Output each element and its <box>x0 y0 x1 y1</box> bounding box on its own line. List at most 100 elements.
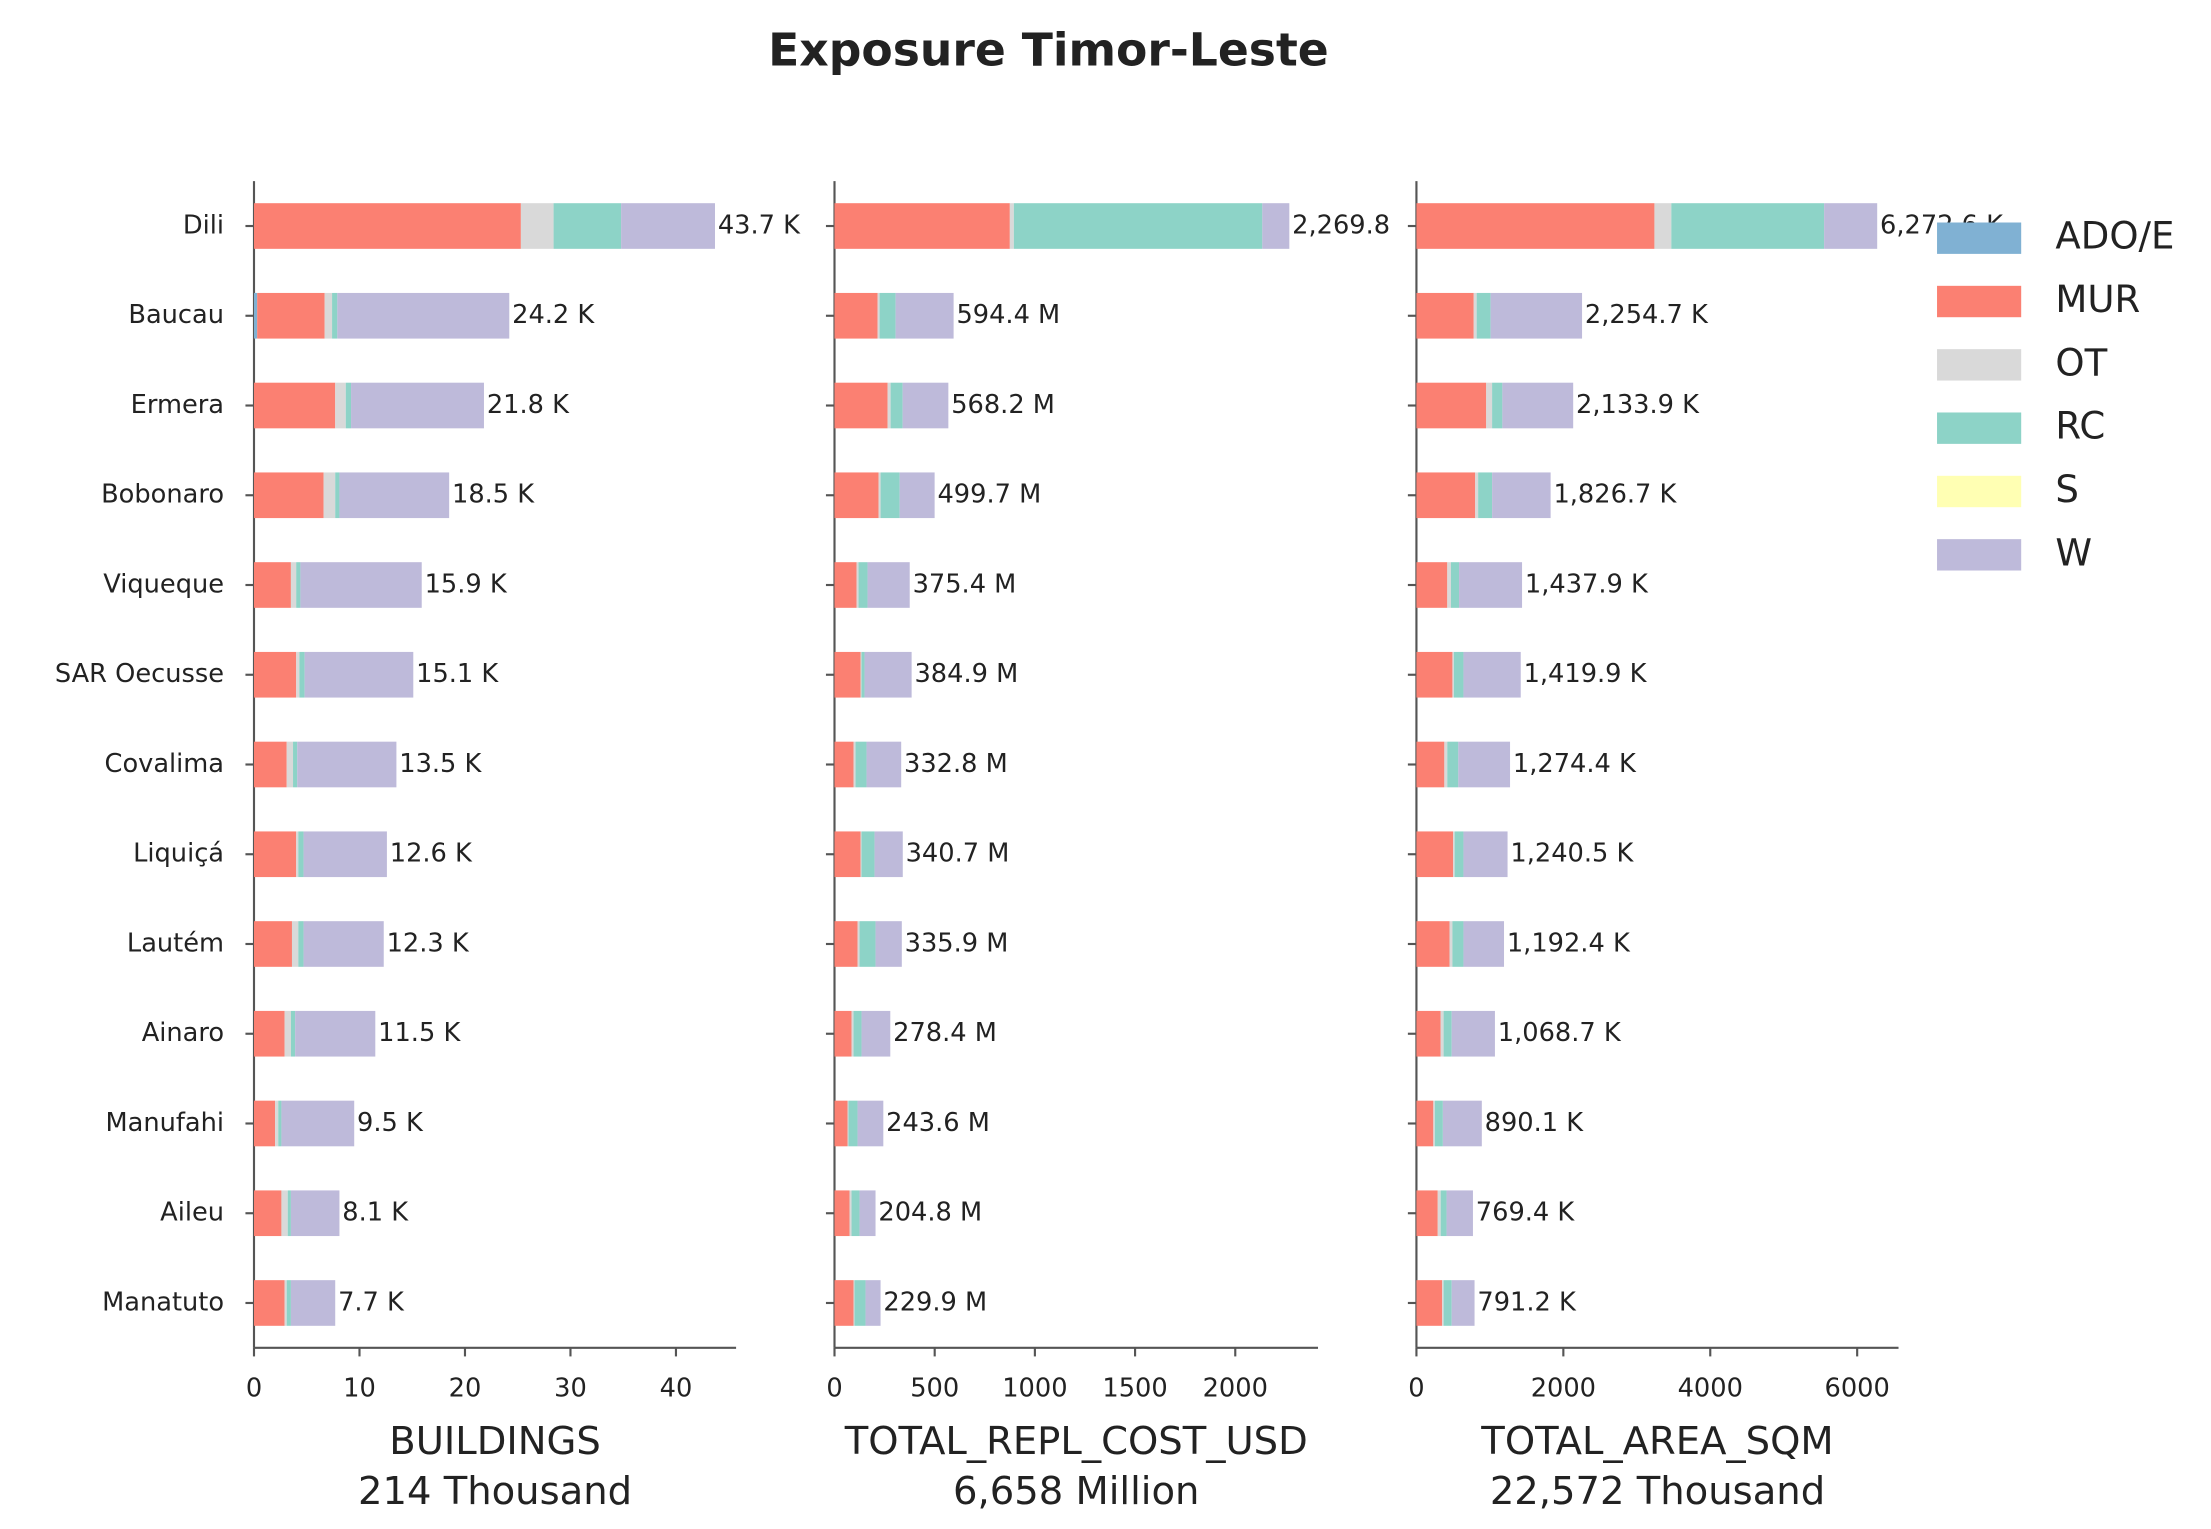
bar-segment <box>339 472 450 519</box>
total-label: 12.6 K <box>390 839 473 869</box>
x-axis-total: 214 Thousand <box>358 1469 632 1514</box>
bar-segment <box>1416 292 1474 339</box>
bar-segment <box>1416 921 1450 967</box>
total-label: 1,192.4 K <box>1507 928 1631 958</box>
bar-segment <box>834 651 861 698</box>
bar-segment <box>864 651 912 698</box>
bar-segment <box>860 651 862 698</box>
bar-segment <box>300 562 422 608</box>
bar-segment <box>303 831 387 878</box>
bar-segment <box>890 382 903 429</box>
bar-segment <box>1475 472 1479 519</box>
x-tick-label: 6000 <box>1825 1374 1890 1404</box>
total-label: 332.8 M <box>904 749 1008 779</box>
bar-segment <box>324 292 333 339</box>
legend-swatch <box>1937 349 2022 381</box>
y-tick-label: SAR Oecusse <box>55 659 224 689</box>
bar-segment <box>253 921 292 967</box>
bar-segment <box>281 1100 355 1147</box>
x-tick-label: 2000 <box>1531 1374 1596 1404</box>
x-axis-label: TOTAL_REPL_COST_USD <box>844 1419 1308 1464</box>
bar-segment <box>1458 741 1511 788</box>
bar-segment <box>1443 1010 1452 1057</box>
bar-segment <box>351 382 484 429</box>
bar-segment <box>1440 1010 1444 1057</box>
x-axis-total: 6,658 Million <box>953 1469 1199 1514</box>
x-tick-label: 4000 <box>1678 1374 1743 1404</box>
legend-swatch <box>1937 285 2022 318</box>
x-axis-label: BUILDINGS <box>389 1419 600 1464</box>
x-axis-label: TOTAL_AREA_SQM <box>1480 1419 1833 1464</box>
bar-segment <box>304 651 414 698</box>
total-label: 384.9 M <box>914 659 1018 689</box>
total-label: 15.1 K <box>416 659 499 689</box>
bar-segment <box>1492 382 1503 429</box>
bar-segment <box>1416 382 1487 429</box>
bar-segment <box>1262 203 1290 249</box>
bar-segment <box>878 472 881 519</box>
x-tick-label: 0 <box>1408 1374 1424 1404</box>
legend-label: W <box>2055 531 2092 574</box>
bar-segment <box>1452 651 1454 698</box>
bar-segment <box>345 382 352 429</box>
y-tick-label: Ermera <box>131 390 224 420</box>
bar-segment <box>877 292 880 339</box>
total-label: 2,269.8 <box>1292 211 1390 241</box>
bar-segment <box>303 921 384 967</box>
bar-segment <box>621 203 715 249</box>
bar-segment <box>335 382 346 429</box>
legend-swatch <box>1937 222 2022 254</box>
bar-segment <box>290 1010 296 1057</box>
bar-segment <box>337 292 510 339</box>
bar-segment <box>879 292 896 339</box>
total-label: 1,437.9 K <box>1525 570 1649 600</box>
bar-segment <box>1416 831 1454 878</box>
bar-segment <box>875 921 902 967</box>
total-label: 568.2 M <box>951 390 1055 420</box>
bar-segment <box>867 562 910 608</box>
x-tick-label: 20 <box>449 1374 482 1404</box>
bar-segment <box>834 831 861 878</box>
bar-segment <box>861 1010 891 1057</box>
y-tick-label: Manufahi <box>106 1108 225 1138</box>
bar-segment <box>1009 203 1014 249</box>
bar-segment <box>861 831 875 878</box>
bar-segment <box>286 741 294 788</box>
bar-segment <box>1463 831 1508 878</box>
bar-segment <box>1478 472 1493 519</box>
y-tick-label: Bobonaro <box>101 480 224 510</box>
y-tick-label: Lautém <box>127 928 224 958</box>
bar-segment <box>1453 651 1464 698</box>
x-tick-label: 30 <box>554 1374 587 1404</box>
total-label: 340.7 M <box>906 839 1010 869</box>
bar-segment <box>854 1280 866 1326</box>
bar-segment <box>332 292 338 339</box>
bar-segment <box>853 1280 855 1326</box>
legend-label: ADO/E <box>2055 215 2174 258</box>
bar-segment <box>287 1190 291 1237</box>
bar-segment <box>834 1280 854 1326</box>
total-label: 594.4 M <box>956 300 1060 330</box>
bar-segment <box>851 1010 854 1057</box>
chart-title: Exposure Timor-Leste <box>768 23 1329 76</box>
bar-segment <box>1473 292 1477 339</box>
bar-segment <box>880 472 900 519</box>
bar-segment <box>857 1100 884 1147</box>
y-tick-label: Aileu <box>160 1198 224 1228</box>
bar-segment <box>281 1190 288 1237</box>
total-label: 24.2 K <box>512 300 595 330</box>
total-label: 499.7 M <box>937 480 1041 510</box>
bar-segment <box>859 1190 876 1237</box>
bar-segment <box>284 1010 291 1057</box>
x-tick-label: 0 <box>246 1374 262 1404</box>
bar-segment <box>296 651 300 698</box>
bar-segment <box>299 651 305 698</box>
bar-segment <box>1453 831 1455 878</box>
bar-segment <box>1442 1280 1444 1326</box>
x-axis-total: 22,572 Thousand <box>1490 1469 1825 1514</box>
y-tick-label: Ainaro <box>142 1018 224 1048</box>
bar-segment <box>834 921 858 967</box>
bar-segment <box>1452 921 1464 967</box>
bar-segment <box>1444 741 1448 788</box>
x-tick-label: 1500 <box>1102 1374 1167 1404</box>
